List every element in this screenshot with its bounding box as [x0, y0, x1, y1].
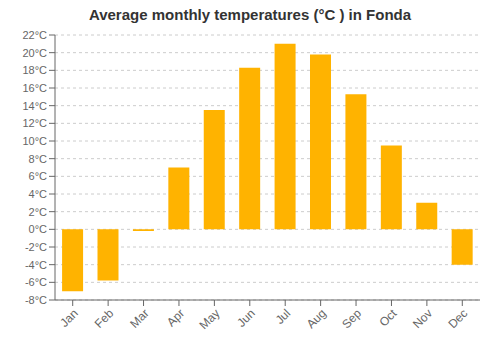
- svg-text:8°C: 8°C: [29, 153, 48, 165]
- svg-text:Jan: Jan: [57, 306, 81, 330]
- svg-text:Nov: Nov: [410, 306, 435, 331]
- svg-text:0°C: 0°C: [29, 223, 48, 235]
- svg-text:May: May: [197, 306, 223, 332]
- svg-text:Mar: Mar: [127, 306, 152, 331]
- svg-text:18°C: 18°C: [22, 64, 47, 76]
- svg-text:Apr: Apr: [164, 306, 187, 329]
- svg-text:-8°C: -8°C: [25, 294, 47, 306]
- svg-text:Aug: Aug: [304, 306, 329, 331]
- svg-text:Jul: Jul: [273, 306, 294, 327]
- svg-text:2°C: 2°C: [29, 206, 48, 218]
- svg-text:-4°C: -4°C: [25, 259, 47, 271]
- svg-text:6°C: 6°C: [29, 170, 48, 182]
- svg-text:Oct: Oct: [377, 306, 401, 330]
- html-text:Average monthly temperatures (: Average monthly temperatures (°C ) in Fo…: [88, 6, 412, 23]
- svg-text:Sep: Sep: [339, 306, 364, 331]
- svg-text:4°C: 4°C: [29, 188, 48, 200]
- svg-text:-6°C: -6°C: [25, 276, 47, 288]
- svg-text:10°C: 10°C: [22, 135, 47, 147]
- svg-text:Feb: Feb: [92, 306, 117, 331]
- svg-text:Jun: Jun: [234, 306, 258, 330]
- svg-text:22°C: 22°C: [22, 30, 47, 41]
- svg-text:Dec: Dec: [445, 306, 470, 331]
- svg-text:12°C: 12°C: [22, 117, 47, 129]
- svg-text:20°C: 20°C: [22, 47, 47, 59]
- svg-text:16°C: 16°C: [22, 82, 47, 94]
- svg-text:-2°C: -2°C: [25, 241, 47, 253]
- svg-text:14°C: 14°C: [22, 100, 47, 112]
